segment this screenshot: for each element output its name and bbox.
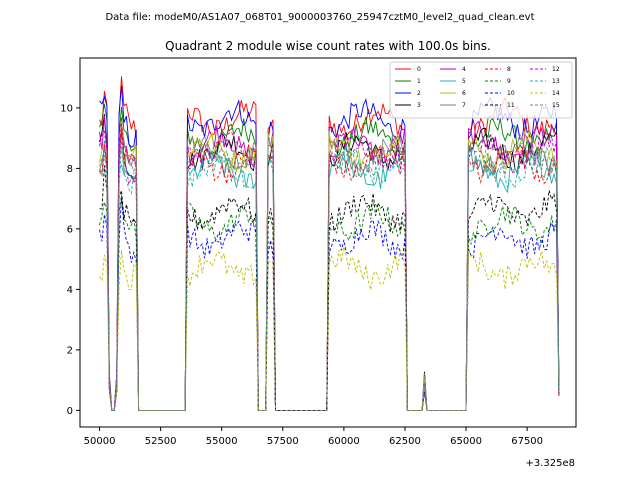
series-line-10 bbox=[99, 197, 560, 411]
plot-frame bbox=[79, 57, 577, 428]
legend-label-4: 4 bbox=[462, 66, 466, 73]
legend-label-11: 11 bbox=[507, 102, 515, 109]
y-axis: 0 2 4 6 8 10 bbox=[60, 103, 80, 417]
x-tick-label: 55000 bbox=[206, 436, 238, 447]
legend-label-12: 12 bbox=[552, 66, 560, 73]
series-line-14 bbox=[99, 246, 560, 411]
y-tick-label: 10 bbox=[60, 103, 73, 114]
series-layer bbox=[99, 76, 560, 411]
legend-label-3: 3 bbox=[417, 102, 421, 109]
legend-box bbox=[389, 61, 573, 119]
x-tick-label: 65000 bbox=[450, 436, 482, 447]
y-tick-label: 8 bbox=[67, 164, 73, 175]
x-tick-label: 67500 bbox=[511, 436, 543, 447]
legend-label-6: 6 bbox=[462, 90, 466, 97]
legend-label-15: 15 bbox=[552, 102, 560, 109]
x-tick-label: 60000 bbox=[328, 436, 360, 447]
x-offset-label: +3.325e8 bbox=[525, 458, 575, 469]
legend-label-14: 14 bbox=[552, 90, 560, 97]
y-tick-label: 0 bbox=[67, 406, 73, 417]
x-tick-label: 57500 bbox=[267, 436, 299, 447]
x-tick-label: 50000 bbox=[84, 436, 116, 447]
y-tick-label: 2 bbox=[67, 345, 73, 356]
x-axis: 50000 52500 55000 57500 60000 62500 65000 67500 bbox=[84, 427, 543, 447]
x-tick-label: 52500 bbox=[145, 436, 177, 447]
x-tick-label: 62500 bbox=[389, 436, 421, 447]
legend-label-7: 7 bbox=[462, 102, 466, 109]
chart-title: Quadrant 2 module wise count rates with … bbox=[165, 39, 491, 53]
legend-label-1: 1 bbox=[417, 78, 421, 85]
legend-label-5: 5 bbox=[462, 78, 466, 85]
series-line-15 bbox=[99, 137, 560, 411]
legend-label-13: 13 bbox=[552, 78, 560, 85]
y-tick-label: 4 bbox=[67, 285, 73, 296]
y-tick-label: 6 bbox=[67, 224, 73, 235]
legend-label-8: 8 bbox=[507, 66, 511, 73]
legend-label-9: 9 bbox=[507, 78, 511, 85]
series-line-9 bbox=[99, 195, 560, 411]
legend-label-10: 10 bbox=[507, 90, 515, 97]
legend-label-0: 0 bbox=[417, 66, 421, 73]
legend-label-2: 2 bbox=[417, 90, 421, 97]
figure-suptitle: Data file: modeM0/AS1A07_068T01_90000037… bbox=[105, 12, 534, 23]
